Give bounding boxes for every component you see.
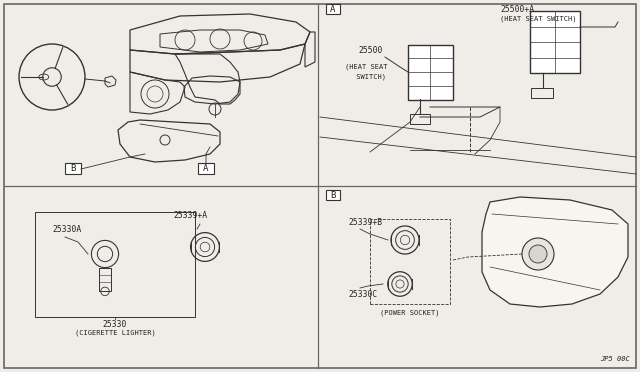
Bar [65,163,81,174]
Text: B: B [330,190,336,199]
Bar [35,212,195,317]
Bar [530,11,580,73]
Bar [99,267,111,291]
Bar [326,190,340,200]
Circle shape [529,245,547,263]
Text: (CIGERETTE LIGHTER): (CIGERETTE LIGHTER) [75,330,156,337]
Text: 25330: 25330 [103,320,127,329]
Text: 25500+A: 25500+A [500,5,534,14]
Bar [198,163,214,174]
Text: A: A [330,4,336,13]
Bar [531,88,553,98]
Bar [410,114,430,124]
Text: B: B [70,164,76,173]
Polygon shape [482,197,628,307]
Text: 25330C: 25330C [348,290,377,299]
Text: JP5 00C: JP5 00C [600,356,630,362]
Text: 25339+A: 25339+A [173,211,207,220]
Text: (HEAT SEAT: (HEAT SEAT [345,64,387,71]
Circle shape [522,238,554,270]
Bar [408,45,452,99]
Text: 25339+B: 25339+B [348,218,382,227]
Text: (POWER SOCKET): (POWER SOCKET) [380,310,440,317]
Bar [326,4,340,14]
Text: 25330A: 25330A [52,225,81,234]
Text: SWITCH): SWITCH) [352,74,386,80]
Text: (HEAT SEAT SWITCH): (HEAT SEAT SWITCH) [500,16,577,22]
Text: A: A [204,164,209,173]
Text: 25500: 25500 [358,46,383,55]
Bar [370,219,450,304]
